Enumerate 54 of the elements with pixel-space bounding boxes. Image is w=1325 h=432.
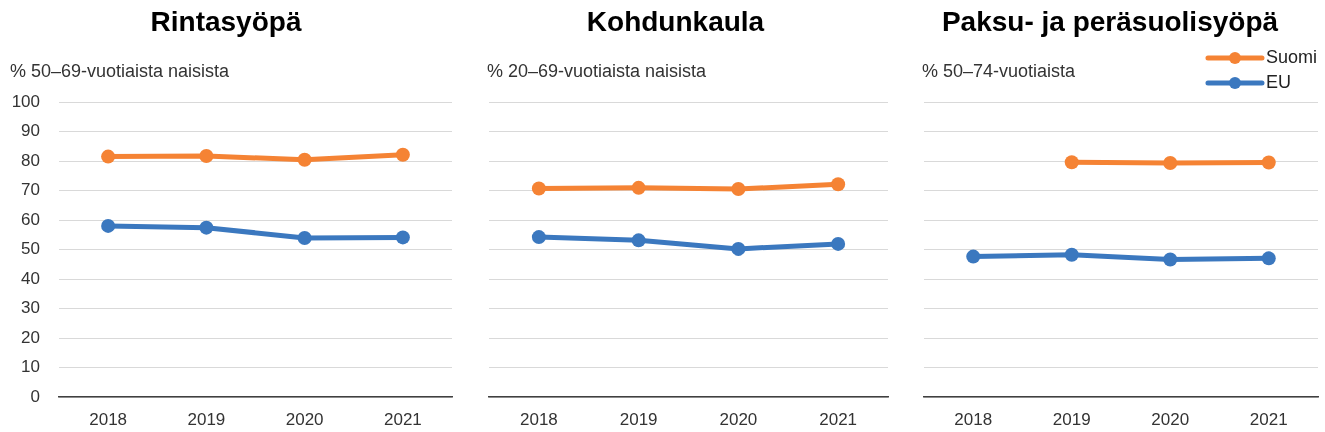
point (966, 249, 981, 264)
point (395, 147, 410, 162)
point (831, 177, 846, 192)
chart-title: Rintasyöpä (150, 5, 302, 37)
legend-label: Suomi (1265, 46, 1318, 67)
point (199, 220, 214, 235)
chart-title: Kohdunkaula (586, 5, 765, 37)
point (531, 181, 546, 196)
y-tick-label: 60 (21, 209, 40, 229)
point (1163, 252, 1178, 267)
x-tick-label: 2021 (1249, 409, 1288, 429)
x-tick-label: 2020 (719, 409, 758, 429)
point (1261, 155, 1276, 170)
point (1163, 156, 1178, 171)
point (731, 182, 746, 197)
x-tick-label: 2018 (519, 409, 558, 429)
x-tick-label: 2019 (619, 409, 658, 429)
y-tick-label: 10 (21, 357, 40, 377)
point (831, 236, 846, 251)
point (1064, 247, 1079, 262)
point (395, 230, 410, 245)
y-tick-label: 50 (21, 239, 40, 259)
point (199, 148, 214, 163)
chart-title: Paksu- ja peräsuolisyöpä (941, 5, 1279, 37)
point (1261, 251, 1276, 266)
point (1064, 155, 1079, 170)
point (531, 230, 546, 245)
x-tick-label: 2020 (285, 409, 324, 429)
point (101, 149, 116, 164)
y-tick-label: 0 (30, 386, 40, 406)
x-tick-label: 2019 (1052, 409, 1091, 429)
point (101, 218, 116, 233)
y-axis-title: % 20–69-vuotiaista naisista (487, 60, 708, 81)
point (731, 241, 746, 256)
x-tick-label: 2018 (89, 409, 128, 429)
y-tick-label: 40 (21, 268, 40, 288)
y-tick-label: 30 (21, 298, 40, 318)
x-tick-label: 2020 (1151, 409, 1190, 429)
x-tick-label: 2018 (954, 409, 993, 429)
x-tick-label: 2021 (819, 409, 858, 429)
point (631, 180, 646, 195)
y-axis-title: % 50–74-vuotiaista (922, 60, 1077, 81)
point (631, 233, 646, 248)
x-tick-label: 2021 (383, 409, 422, 429)
y-tick-label: 90 (21, 121, 40, 141)
point (297, 152, 312, 167)
y-tick-label: 80 (21, 150, 40, 170)
point (297, 231, 312, 245)
y-axis-title: % 50–69-vuotiaista naisista (10, 60, 231, 81)
y-tick-label: 100 (11, 91, 40, 111)
x-tick-label: 2019 (187, 409, 226, 429)
y-tick-label: 20 (21, 327, 40, 347)
y-tick-label: 70 (21, 180, 40, 200)
legend-label: EU (1265, 71, 1291, 92)
